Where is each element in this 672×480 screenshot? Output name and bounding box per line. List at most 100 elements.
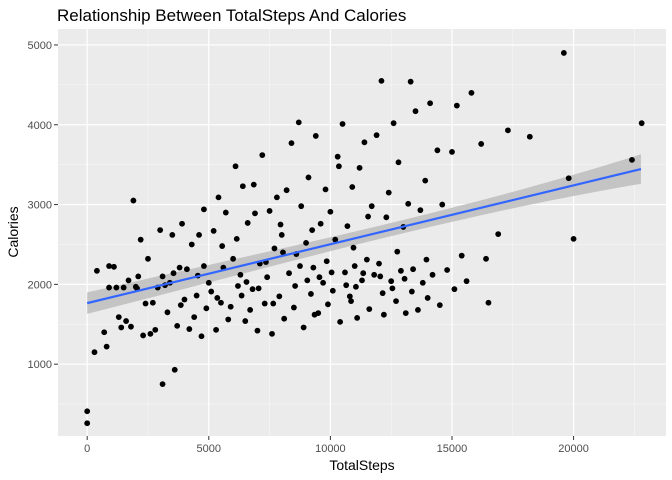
minor-gridlines [58,29,666,436]
data-point [303,239,309,246]
data-point [277,221,284,228]
data-point [288,140,295,147]
data-point [135,273,142,280]
data-point [343,282,350,289]
data-point [157,227,164,234]
data-point [423,256,430,263]
data-point [243,279,250,285]
data-point [383,214,390,221]
data-point [210,228,217,234]
data-point [255,285,262,292]
data-point [329,287,336,294]
data-point [170,270,177,277]
data-point [342,269,348,276]
data-point [174,322,181,329]
data-point [120,284,127,291]
data-point [505,127,511,134]
data-point [208,288,215,295]
data-point [378,77,385,84]
data-point [311,311,318,318]
data-point [570,235,577,242]
data-point [203,305,210,312]
data-point [565,175,572,182]
data-point [261,300,268,307]
data-point [193,292,200,299]
data-point [188,241,195,248]
data-point [113,284,120,291]
data-point [214,295,221,301]
data-point [230,255,237,262]
data-point [250,181,257,188]
data-point [323,258,330,265]
data-point [320,279,326,286]
data-point [145,255,151,262]
data-point [227,303,234,310]
data-point [205,279,212,286]
data-point [297,263,303,269]
data-point [137,236,144,243]
data-point [106,284,112,291]
data-point [453,102,460,109]
data-point [361,139,368,146]
data-point [103,343,110,350]
data-point [526,133,533,140]
data-point [444,267,451,273]
data-point [183,266,190,273]
data-point [91,349,98,356]
data-point [412,108,419,115]
data-point [439,201,446,208]
data-point [401,275,408,282]
data-point [328,269,335,276]
data-point [371,271,378,278]
data-point [298,203,305,210]
confidence-band [87,154,641,314]
data-point [424,295,431,301]
data-point [485,299,492,306]
data-point [159,381,166,388]
data-point [252,210,258,217]
data-point [111,263,117,270]
data-point [377,273,384,280]
data-point [305,174,312,181]
data-point [407,78,414,85]
data-point [638,120,645,127]
data-point [225,316,232,323]
data-point [495,231,502,237]
data-point [201,206,207,213]
data-point [219,243,226,249]
data-point [408,288,415,295]
data-point [191,314,198,320]
data-point [304,277,311,284]
data-point [427,100,433,107]
data-point [394,248,401,255]
data-point [360,270,367,277]
x-tick-label: 15000 [437,443,468,455]
data-point [106,263,112,269]
data-point [398,267,404,274]
data-point [259,152,266,158]
data-point [273,194,280,201]
chart-title: Relationship Between TotalSteps And Calo… [57,6,406,25]
data-point [118,324,125,331]
data-point [159,273,166,280]
data-point [376,260,382,267]
data-point [393,298,399,305]
data-point [332,236,339,243]
data-point [339,121,346,127]
data-point [218,299,224,306]
data-point [417,207,424,214]
data-point [308,291,314,297]
data-point [395,159,402,166]
data-point [84,408,91,415]
data-point [232,163,239,170]
data-point [292,283,299,289]
data-point [186,326,193,332]
data-point [449,148,455,155]
data-point [385,189,392,196]
data-point [353,283,359,290]
data-point [247,307,254,313]
data-point [405,200,412,207]
y-tick-label: 3000 [28,200,52,212]
data-point [354,314,361,321]
data-point [478,141,485,147]
